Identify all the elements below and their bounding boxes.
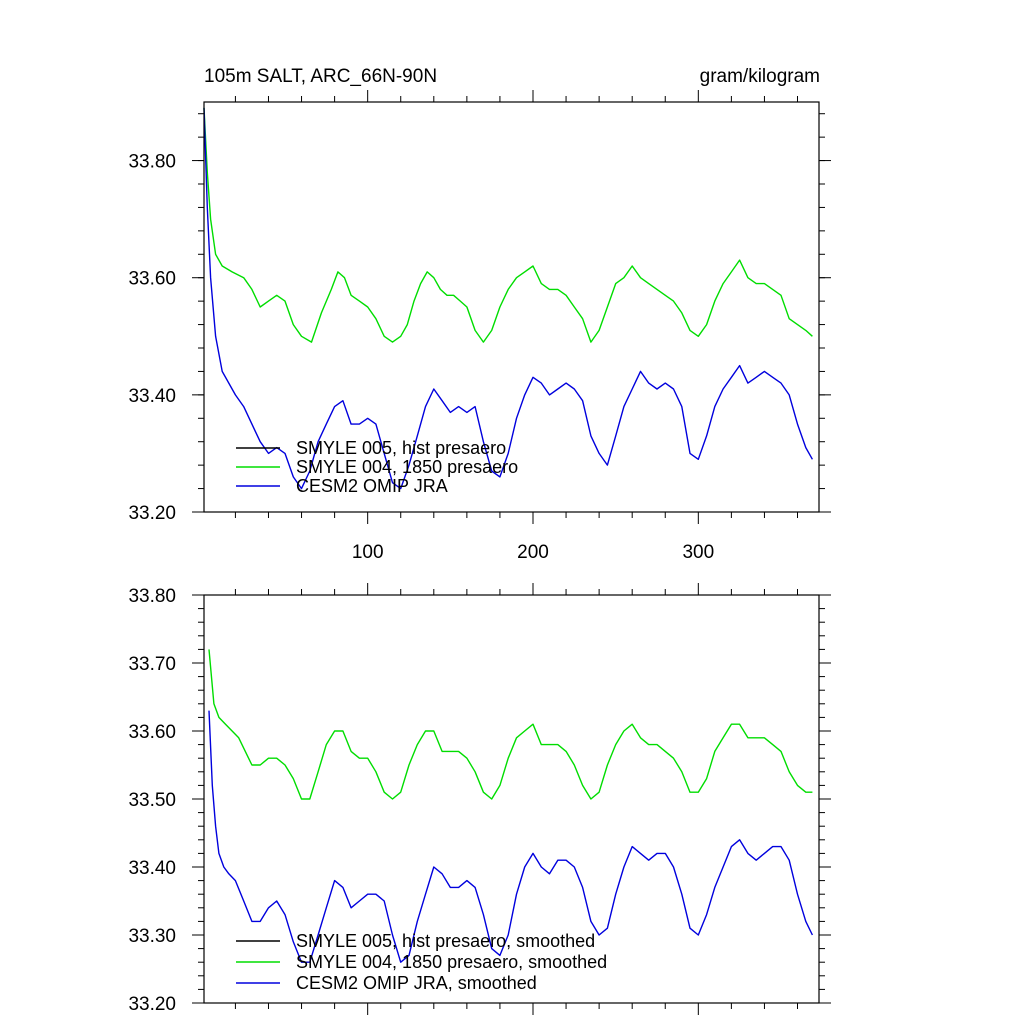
legend-label-3: CESM2 OMIP JRA xyxy=(296,476,448,496)
x-tick-label: 300 xyxy=(682,542,714,563)
y-tick-label: 33.20 xyxy=(128,994,176,1015)
legend-label-2: SMYLE 004, 1850 presaero xyxy=(296,457,518,477)
y-tick-label: 33.80 xyxy=(128,586,176,607)
x-tick-label: 200 xyxy=(517,542,549,563)
legend-label-3: CESM2 OMIP JRA, smoothed xyxy=(296,973,537,993)
series-line-2 xyxy=(203,107,813,343)
series-line-3 xyxy=(208,710,814,963)
top-panel-title: 105m SALT, ARC_66N-90N xyxy=(204,66,437,87)
y-tick-label: 33.80 xyxy=(128,152,176,173)
y-tick-label: 33.60 xyxy=(128,269,176,290)
top-panel-units: gram/kilogram xyxy=(700,66,820,87)
y-tick-label: 33.30 xyxy=(128,926,176,947)
legend-label-2: SMYLE 004, 1850 presaero, smoothed xyxy=(296,952,607,972)
x-tick-label: 100 xyxy=(352,542,384,563)
y-tick-label: 33.20 xyxy=(128,503,176,524)
y-tick-label: 33.50 xyxy=(128,790,176,811)
y-tick-label: 33.70 xyxy=(128,654,176,675)
y-tick-label: 33.40 xyxy=(128,386,176,407)
top-panel: 105m SALT, ARC_66N-90N gram/kilogram 33.… xyxy=(128,66,831,563)
series-line-3 xyxy=(203,107,814,490)
bottom-panel: 33.20 33.30 33.40 33.50 33.60 33.70 33.80 SMYL… xyxy=(128,583,831,1015)
legend-label-1: SMYLE 005, hist presaero xyxy=(296,438,506,458)
y-tick-label: 33.60 xyxy=(128,722,176,743)
top-panel-frame xyxy=(203,101,820,513)
legend-label-1: SMYLE 005, hist presaero, smoothed xyxy=(296,931,595,951)
series-line-2 xyxy=(208,649,813,800)
y-tick-label: 33.40 xyxy=(128,858,176,879)
